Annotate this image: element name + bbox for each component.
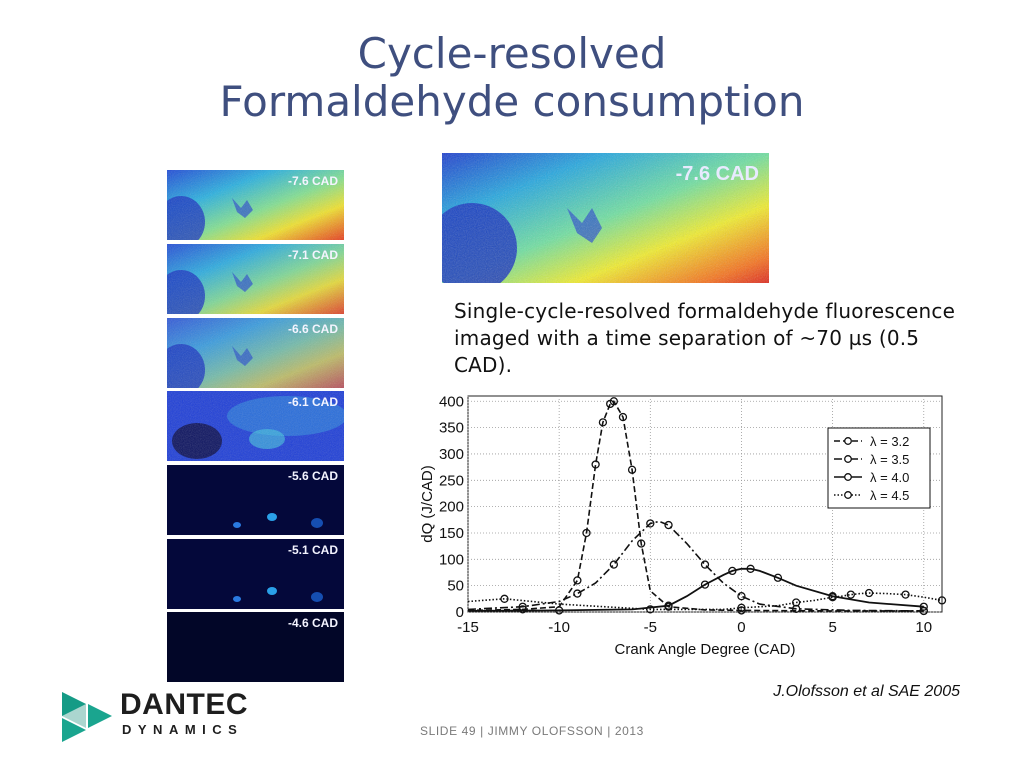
data-point [792,604,801,613]
frame-5: -5.1 CAD [167,539,344,609]
frame-2: -6.6 CAD [167,318,344,388]
data-point [737,606,746,615]
data-point [919,602,928,611]
frame-image [167,391,344,461]
legend-marker [844,437,852,445]
y-tick-label: 250 [439,472,464,489]
data-point [700,580,710,589]
frame-image [167,170,344,240]
legend-entry: λ = 4.0 [870,470,909,485]
data-point [700,560,710,569]
data-point [637,539,646,548]
y-tick-label: 400 [439,393,464,410]
legend-entry: λ = 3.5 [870,452,909,467]
heat-release-chart: -15 -10 -5 0 5 10050100150200250300350400Cran… [419,393,947,658]
slide-title: Cycle-resolved Formaldehyde consumption [0,30,1024,126]
legend-marker [844,455,852,463]
frame-label: -6.6 CAD [287,322,338,336]
x-tick-label: 10 [915,619,932,636]
data-point [582,528,591,538]
data-point [737,603,746,612]
data-point [646,605,655,614]
data-point [609,560,618,569]
frame-label: -4.6 CAD [287,616,338,630]
series-line-3 [467,592,943,611]
legend-entry: λ = 3.2 [870,434,909,449]
y-tick-label: 300 [439,446,464,463]
large-frame: -7.6 CAD [442,153,769,283]
x-tick-label: -10 [548,619,570,636]
caption-text: Single-cycle-resolved formaldehyde fluor… [454,299,956,377]
data-point [664,601,673,610]
logo-subname: DYNAMICS [122,722,244,737]
x-tick-label: -15 [457,619,479,636]
x-tick-label: -5 [644,619,657,636]
y-tick-label: 150 [439,525,464,542]
y-tick-label: 350 [439,420,464,437]
data-point [646,519,655,528]
large-frame-image [442,153,769,283]
data-point [598,418,608,427]
data-point [901,590,910,599]
data-point [573,576,582,585]
y-tick-label: 0 [456,604,464,621]
y-axis-label: dQ (J/CAD) [419,465,436,543]
data-point [500,594,509,603]
data-point [773,573,783,582]
data-point [746,564,755,573]
legend-entry: λ = 4.5 [870,488,909,503]
data-point [828,593,837,602]
x-tick-label: 5 [828,619,836,636]
frame-label: -5.6 CAD [287,469,338,483]
data-point [737,592,746,601]
frame-label: -7.6 CAD [287,174,338,188]
data-point [627,465,637,474]
x-axis-label: Crank Angle Degree (CAD) [615,641,796,658]
data-point [555,606,564,615]
citation: J.Olofsson et al SAE 2005 [773,683,960,700]
data-point [518,605,527,614]
frame-image [167,318,344,388]
legend-marker [844,473,852,481]
data-point [573,589,582,598]
x-tick-label: 0 [737,619,745,636]
legend-marker [844,491,852,499]
dantec-logo: DANTEC DYNAMICS [62,688,262,742]
dantec-logo-mark-icon [62,692,112,742]
frame-6: -4.6 CAD [167,612,344,682]
title-line-1: Cycle-resolved [357,29,667,78]
data-point [618,412,628,422]
frame-1: -7.1 CAD [167,244,344,314]
data-point [609,397,618,406]
data-point [864,588,874,598]
data-point [846,590,855,599]
data-point [664,520,673,530]
frame-image [167,612,344,682]
frame-label: -6.1 CAD [287,395,338,409]
large-frame-label: -7.6 CAD [675,163,759,185]
frame-label: -5.1 CAD [287,543,338,557]
data-point [728,566,737,576]
frame-image [167,465,344,535]
frame-4: -5.6 CAD [167,465,344,535]
frame-3: -6.1 CAD [167,391,344,461]
y-tick-label: 100 [439,551,464,568]
y-tick-label: 200 [439,499,464,516]
logo-name: DANTEC [120,688,248,721]
data-point [919,606,928,616]
slide-footer: SLIDE 49 | JIMMY OLOFSSON | 2013 [420,724,644,738]
title-line-2: Formaldehyde consumption [219,77,805,126]
series-line-2 [467,567,924,612]
frame-image [167,244,344,314]
series-line-0 [467,400,924,612]
frame-label: -7.1 CAD [287,248,338,262]
data-point [591,460,600,469]
data-point [937,596,947,605]
data-point [792,598,801,607]
frame-0: -7.6 CAD [167,170,344,240]
frame-image [167,539,344,609]
y-tick-label: 50 [447,578,464,595]
